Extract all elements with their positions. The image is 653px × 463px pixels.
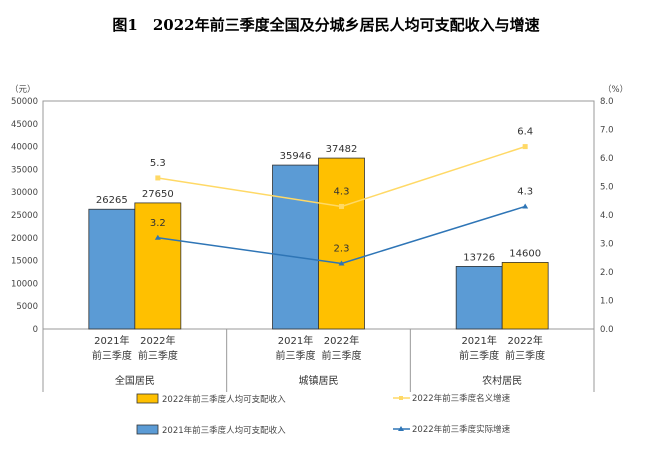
x-sub-label-year: 2021年 [278, 334, 313, 347]
bar-2021 [272, 164, 319, 330]
x-sub-label-period: 前三季度 [505, 349, 545, 362]
x-group-label: 全国居民 [115, 374, 155, 387]
line-data-label: 2.3 [334, 243, 350, 254]
bar-data-label: 14600 [509, 248, 541, 259]
line-marker [154, 234, 161, 240]
x-sub-label-year: 2021年 [461, 334, 496, 347]
right-tick-label: 8.0 [600, 97, 614, 107]
right-tick-label: 7.0 [600, 126, 614, 136]
legend-label: 2022年前三季度实际增速 [412, 424, 511, 435]
right-tick-label: 3.0 [600, 240, 614, 250]
line-data-label: 6.4 [517, 127, 533, 138]
legend-label: 2021年前三季度人均可支配收入 [162, 425, 286, 436]
right-tick-label: 1.0 [600, 297, 614, 307]
left-tick-label: 20000 [11, 234, 38, 244]
bar-data-label: 13726 [463, 252, 495, 263]
bar-data-label: 37482 [326, 144, 358, 155]
bar-2022 [134, 202, 182, 330]
left-tick-label: 10000 [11, 279, 38, 289]
legend-label: 2022年前三季度名义增速 [412, 393, 511, 404]
legend-swatch-bar [136, 393, 159, 404]
x-sub-label-year: 2022年 [324, 334, 359, 347]
right-tick-label: 6.0 [600, 154, 614, 164]
line-data-label: 4.3 [334, 186, 350, 197]
line-marker [522, 203, 529, 209]
bar-data-label: 35946 [280, 151, 312, 162]
x-group-label: 城镇居民 [299, 374, 339, 387]
line-marker [155, 175, 161, 181]
left-tick-label: 45000 [11, 120, 38, 130]
bar-2021 [455, 266, 503, 330]
x-sub-label-year: 2022年 [507, 334, 542, 347]
x-sub-label-period: 前三季度 [322, 349, 362, 362]
x-sub-label-year: 2022年 [140, 334, 175, 347]
right-tick-label: 4.0 [600, 211, 614, 221]
left-tick-label: 35000 [11, 165, 38, 175]
legend-swatch-bar [136, 424, 159, 435]
line-marker [339, 203, 344, 209]
legend-label: 2022年前三季度人均可支配收入 [162, 394, 286, 405]
line-marker [522, 144, 528, 150]
x-sub-label-period: 前三季度 [459, 349, 499, 362]
legend-marker [399, 396, 403, 400]
line-marker [338, 260, 345, 266]
left-tick-label: 40000 [11, 143, 38, 153]
x-group-label: 农村居民 [482, 374, 522, 387]
bar-data-label: 27650 [142, 189, 174, 200]
right-tick-label: 5.0 [600, 183, 614, 193]
line-data-label: 4.3 [517, 186, 533, 197]
bar-2021 [88, 208, 136, 330]
line-data-label: 5.3 [150, 158, 166, 169]
bar-data-label: 26265 [96, 195, 128, 206]
x-sub-label-period: 前三季度 [92, 349, 132, 362]
bar-2022 [318, 157, 365, 330]
bar-2022 [501, 262, 549, 330]
left-tick-label: 0 [33, 325, 38, 335]
left-tick-label: 50000 [11, 97, 38, 107]
left-axis-unit: （元） [10, 84, 36, 95]
x-sub-label-year: 2021年 [94, 334, 129, 347]
left-tick-label: 25000 [11, 211, 38, 221]
right-axis-unit: （%） [603, 84, 628, 95]
left-tick-label: 30000 [11, 188, 38, 198]
line-data-label: 3.2 [150, 218, 166, 229]
left-tick-label: 5000 [16, 302, 38, 312]
x-sub-label-period: 前三季度 [138, 349, 178, 362]
right-tick-label: 2.0 [600, 268, 614, 278]
chart-title: 图1 2022年前三季度全国及分城乡居民人均可支配收入与增速 [112, 16, 539, 34]
legend-marker [398, 426, 404, 431]
right-tick-label: 0.0 [600, 325, 614, 335]
left-tick-label: 15000 [11, 257, 38, 267]
x-sub-label-period: 前三季度 [276, 349, 316, 362]
